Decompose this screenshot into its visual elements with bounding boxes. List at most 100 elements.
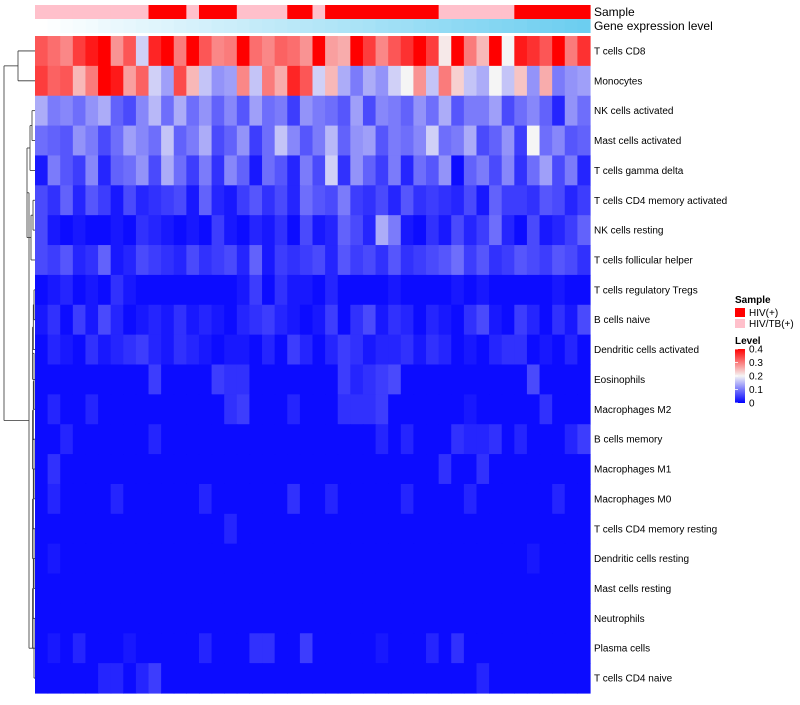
sample-annotation-cell [110,5,124,19]
heatmap-cell [148,36,162,67]
heatmap-cell [98,36,112,67]
heatmap-cell [451,454,465,485]
heatmap-cell [148,215,162,246]
heatmap-cell [161,483,175,515]
heatmap-cell [186,483,200,515]
heatmap-cell [564,245,578,276]
heatmap-cell [35,364,49,395]
heatmap-cell [312,543,326,575]
heatmap-cell [198,513,213,545]
heatmap-cell [299,483,314,515]
heatmap-cell [375,483,389,515]
heatmap-cell [148,155,162,186]
heatmap-cell [413,543,427,575]
heatmap-cell [135,454,150,485]
heatmap-cell [198,633,213,664]
heatmap-cell [489,513,503,545]
heatmap-cell [426,125,440,157]
heatmap-cell [312,36,326,67]
heatmap-cell [287,304,301,336]
heatmap-cell [85,543,99,575]
heatmap-cell [35,424,49,455]
heatmap-cell [98,364,112,395]
heatmap-cell [426,215,440,246]
heatmap-cell [539,125,553,157]
heatmap-cell [161,155,175,186]
heatmap-cell [72,603,87,634]
row-label: B cells naive [594,315,651,326]
heatmap-cell [350,364,364,395]
sample-annotation-cell [47,5,61,19]
row-label: T cells CD4 memory activated [594,196,727,207]
heatmap-cell [426,245,440,276]
heatmap-cell [123,364,137,395]
heatmap-cell [262,513,276,545]
heatmap-cell [47,245,61,276]
heatmap-cell [577,185,591,216]
heatmap-cell [438,274,452,306]
heatmap-cell [388,483,402,515]
heatmap-cell [47,65,61,97]
heatmap-cell [274,304,288,336]
heatmap-cell [350,334,364,366]
heatmap-cell [514,543,528,575]
heatmap-cell [350,663,364,694]
heatmap-cell [98,394,112,425]
heatmap-cell [186,155,200,186]
heatmap-cell [148,125,162,157]
heatmap-cell [388,125,402,157]
heatmap-cell [211,633,225,664]
heatmap-cell [262,334,276,366]
heatmap-cell [85,215,99,246]
heatmap-cell [350,603,364,634]
heatmap-cell [438,454,452,485]
row-label: Neutrophils [594,614,645,625]
sample-annotation-cell [72,5,87,19]
sample-annotation-cell [161,5,175,19]
heatmap-cell [463,215,478,246]
heatmap-cell [173,304,187,336]
heatmap-cell [463,663,478,694]
heatmap-cell [526,424,541,455]
heatmap-cell [337,543,351,575]
heatmap-cell [47,454,61,485]
heatmap-cell [47,603,61,634]
heatmap-cell [325,245,339,276]
heatmap-cell [236,125,251,157]
heatmap-cell [362,155,377,186]
heatmap-cell [211,155,225,186]
sample-annotation-cell [299,5,314,19]
gene-level-annotation-cell [60,19,74,33]
heatmap-cell [60,334,74,366]
heatmap-cell [451,36,465,67]
heatmap-cell [350,185,364,216]
gene-level-annotation-cell [287,19,301,33]
heatmap-cell [388,274,402,306]
heatmap-cell [564,424,578,455]
heatmap-cell [438,185,452,216]
heatmap-cell [299,633,314,664]
sample-annotation-cell [98,5,112,19]
heatmap-cell [35,603,49,634]
heatmap-cell [325,95,339,127]
heatmap-cell [85,663,99,694]
heatmap-cell [501,513,515,545]
heatmap-cell [211,483,225,515]
gene-level-annotation-cell [262,19,276,33]
heatmap-cell [552,633,566,664]
heatmap-cell [274,125,288,157]
heatmap-cell [577,215,591,246]
heatmap-cell [198,573,213,605]
heatmap-cell [287,274,301,306]
heatmap-cell [274,274,288,306]
heatmap-cell [299,424,314,455]
heatmap-cell [325,65,339,97]
heatmap-cell [35,36,49,67]
heatmap-cell [249,125,263,157]
heatmap-cell [173,185,187,216]
heatmap-cell [224,513,238,545]
heatmap-cell [539,394,553,425]
heatmap-cell [123,513,137,545]
heatmap-cell [287,65,301,97]
heatmap-cell [451,95,465,127]
